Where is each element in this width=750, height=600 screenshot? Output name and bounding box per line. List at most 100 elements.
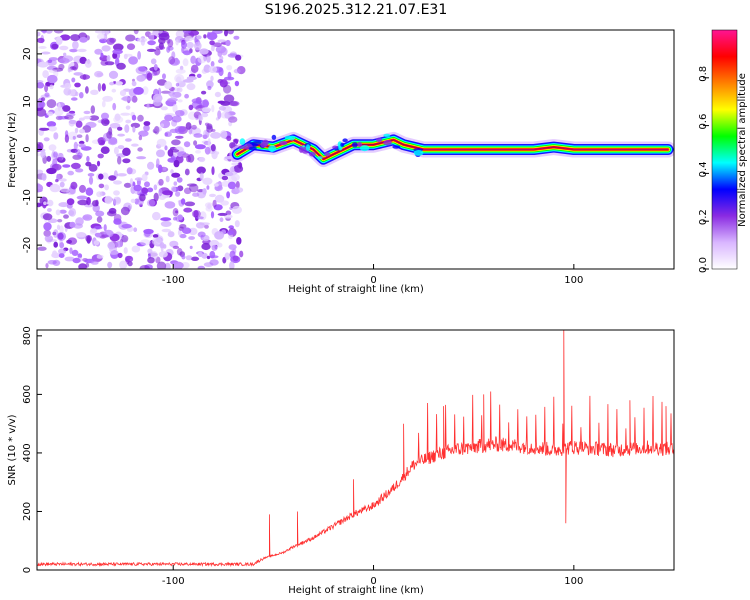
- noise-speck: [79, 184, 86, 193]
- noise-speck: [55, 209, 61, 216]
- signal-outline: [237, 139, 668, 160]
- noise-speck: [227, 230, 235, 235]
- noise-speck: [143, 121, 151, 126]
- noise-speck: [234, 220, 240, 228]
- noise-speck: [147, 257, 155, 264]
- noise-speck: [174, 125, 185, 135]
- chart-title: S196.2025.312.21.07.E31: [265, 2, 448, 18]
- noise-speck: [55, 36, 63, 45]
- colorbar-tick-label: 0.0: [698, 257, 709, 273]
- noise-speck: [136, 156, 147, 160]
- noise-speck: [202, 177, 213, 185]
- noise-speck: [89, 115, 100, 121]
- noise-speck: [177, 151, 183, 157]
- noise-speck: [46, 167, 57, 175]
- noise-speck: [207, 138, 211, 147]
- noise-speck: [49, 84, 54, 90]
- noise-speck: [51, 252, 61, 259]
- noise-speck: [90, 105, 96, 114]
- noise-speck: [75, 168, 84, 173]
- x-tick-label: 100: [564, 576, 583, 587]
- noise-speck: [176, 76, 182, 83]
- noise-speck: [210, 132, 222, 139]
- noise-speck: [212, 199, 217, 208]
- noise-speck: [113, 116, 124, 124]
- noise-speck: [51, 43, 59, 50]
- y-tick-label: 0: [22, 146, 33, 152]
- noise-speck: [210, 75, 214, 82]
- noise-speck: [122, 147, 131, 156]
- noise-speck: [104, 195, 113, 205]
- noise-speck: [88, 164, 98, 172]
- noise-speck: [142, 86, 149, 95]
- noise-speck: [147, 40, 156, 46]
- noise-speck: [113, 43, 124, 51]
- signal-blob: [317, 156, 323, 160]
- noise-speck: [103, 119, 110, 125]
- noise-speck: [64, 256, 75, 262]
- noise-speck: [37, 37, 45, 44]
- noise-speck: [181, 227, 192, 234]
- noise-speck: [124, 138, 132, 142]
- signal-blob: [357, 141, 363, 148]
- noise-speck: [71, 249, 79, 256]
- noise-speck: [96, 191, 103, 198]
- noise-speck: [75, 91, 79, 97]
- noise-speck: [236, 237, 242, 245]
- signal-blob: [279, 140, 288, 146]
- noise-speck: [151, 237, 163, 246]
- y-tick-label: 400: [22, 443, 33, 462]
- noise-speck: [224, 111, 231, 119]
- noise-speck: [202, 99, 209, 108]
- noise-speck: [56, 232, 67, 241]
- noise-speck: [206, 80, 214, 89]
- noise-speck: [153, 64, 158, 71]
- noise-speck: [94, 30, 106, 34]
- noise-speck: [101, 83, 106, 92]
- noise-speck: [147, 248, 153, 254]
- signal-blob: [239, 138, 246, 146]
- noise-speck: [70, 181, 78, 190]
- noise-speck: [96, 216, 103, 223]
- noise-speck: [79, 144, 86, 148]
- noise-speck: [115, 81, 123, 86]
- noise-speck: [47, 59, 53, 63]
- noise-speck: [179, 224, 187, 229]
- noise-speck: [201, 90, 207, 95]
- noise-speck: [97, 82, 102, 92]
- noise-speck: [112, 102, 117, 111]
- noise-speck: [197, 251, 203, 257]
- noise-speck: [66, 239, 72, 244]
- noise-speck: [48, 144, 57, 151]
- noise-speck: [175, 110, 185, 117]
- noise-speck: [109, 122, 121, 129]
- noise-speck: [69, 221, 76, 228]
- noise-speck: [233, 35, 240, 40]
- noise-speck: [108, 70, 119, 79]
- noise-speck: [106, 55, 111, 62]
- noise-speck: [221, 175, 229, 181]
- noise-speck: [186, 41, 194, 49]
- noise-speck: [131, 95, 138, 103]
- noise-speck: [150, 58, 157, 65]
- noise-speck: [44, 84, 49, 93]
- noise-speck: [228, 225, 234, 229]
- noise-speck: [196, 73, 202, 78]
- noise-speck: [39, 127, 50, 131]
- noise-speck: [103, 224, 107, 232]
- noise-speck: [71, 162, 81, 170]
- noise-speck: [206, 125, 214, 133]
- noise-speck: [79, 92, 84, 99]
- y-tick-label: 600: [22, 385, 33, 404]
- noise-speck: [237, 162, 243, 169]
- noise-speck: [172, 103, 178, 113]
- noise-speck: [152, 234, 159, 238]
- noise-speck: [130, 122, 141, 129]
- noise-speck: [63, 214, 69, 219]
- y-tick-label: 200: [22, 502, 33, 521]
- noise-speck: [117, 145, 125, 150]
- noise-speck: [182, 58, 189, 67]
- noise-speck: [94, 70, 104, 78]
- noise-speck: [184, 93, 190, 99]
- noise-speck: [211, 166, 215, 176]
